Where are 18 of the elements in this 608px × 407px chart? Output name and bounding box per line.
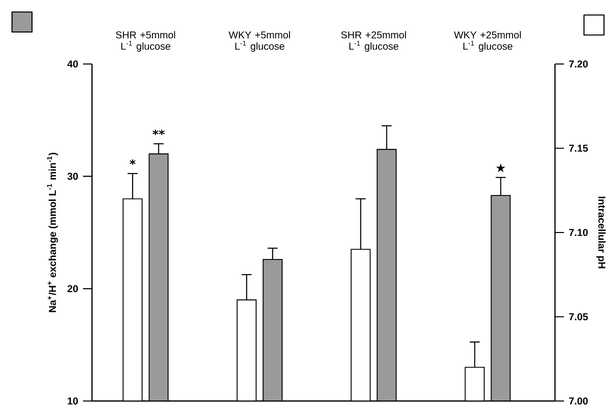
y2-tick-label: 7.15 — [569, 144, 588, 152]
annotation: ** — [152, 130, 165, 136]
y-tick-label: 20 — [68, 285, 78, 292]
text: Na$^{+}$/H$^{+}$ exchange (mmol L$^{-1}$ min$^{-1}$) — [47, 152, 58, 312]
y2-tick-label: 7.10 — [569, 228, 588, 236]
y2-axis-title: Intracellular pH — [596, 196, 606, 268]
y-tick-label: 10 — [68, 397, 78, 405]
y2-tick-label: 7.05 — [569, 313, 588, 320]
y2-tick-label: 7.00 — [569, 397, 588, 405]
y2-tick-label: 7.20 — [569, 60, 588, 68]
y-tick-label: 30 — [67, 172, 78, 180]
x-tick-label: SHR +5mmol L$^{-1}$ glucose — [116, 31, 176, 52]
annotation: * — [130, 159, 136, 165]
x-tick-label: SHR +25mmol L$^{-1}$ glucose — [341, 31, 406, 52]
x-tick-label: WKY +25mmol L$^{-1}$ glucose — [454, 31, 521, 52]
y-tick-label: 40 — [67, 60, 78, 68]
annotation: ★ — [496, 163, 506, 172]
x-tick-label: WKY +5mmol L$^{-1}$ glucose — [228, 31, 290, 52]
